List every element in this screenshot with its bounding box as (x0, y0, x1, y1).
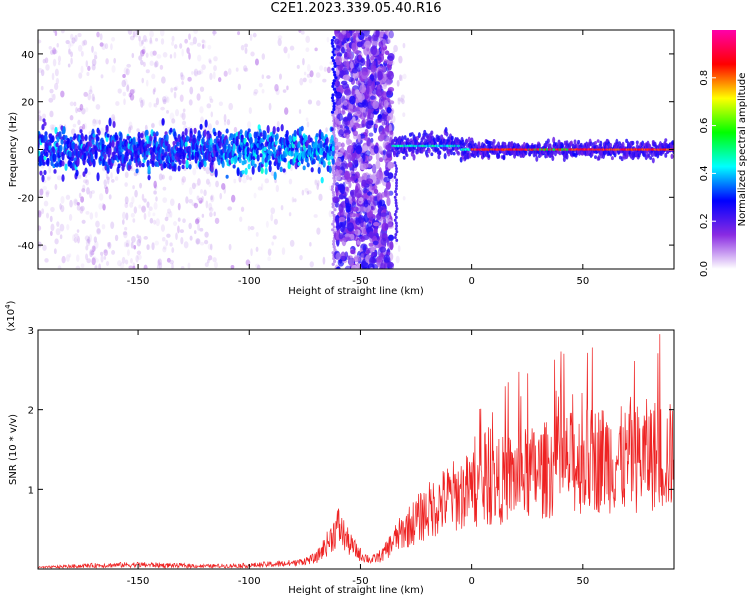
spectrogram-panel: -150 -100 -50 0 50 -40 -20 0 20 40 Height of str… (8, 29, 675, 297)
colorbar-gradient (712, 30, 736, 269)
snr-x-tick-label: 0 (468, 576, 474, 587)
snr-y-tick-label: 1 (28, 485, 34, 496)
colorbar-tick-label: 0.8 (699, 70, 710, 86)
chart-title: C2E1.2023.339.05.40.R16 (270, 1, 442, 16)
spectrogram-heatmap (38, 30, 674, 269)
colorbar-tick-label: 0.0 (699, 261, 710, 277)
spectrogram-y-tick-label: 40 (21, 50, 34, 61)
spectrogram-x-tick-label: -50 (352, 276, 368, 287)
spectrogram-y-tick-label: 0 (28, 146, 34, 157)
colorbar-ticks: 0.0 0.2 0.4 0.6 0.8 (699, 70, 716, 277)
spectrogram-x-axis: -150 -100 -50 0 50 (127, 30, 589, 287)
snr-y-scale-label: (x104) (4, 300, 17, 331)
snr-x-tick-label: 50 (576, 576, 589, 587)
snr-y-label: SNR (10 * v/v) (8, 414, 19, 485)
snr-x-axis: -150 -100 -50 0 50 (127, 330, 589, 587)
spectrogram-x-tick-label: -100 (238, 276, 261, 287)
spectrogram-x-tick-label: -150 (127, 276, 150, 287)
snr-x-tick-label: -100 (238, 576, 261, 587)
snr-y-axis: 1 2 3 (28, 326, 674, 496)
colorbar-tick-label: 0.6 (699, 118, 710, 134)
snr-x-tick-label: -50 (352, 576, 368, 587)
spectrogram-x-tick-label: 0 (468, 276, 474, 287)
snr-frame (37, 329, 675, 570)
colorbar-label: Normalized spectral amplitude (737, 73, 748, 227)
colorbar: 0.0 0.2 0.4 0.6 0.8 Normalized spectral ampl… (699, 30, 748, 277)
spectrogram-y-label: Frequency (Hz) (8, 112, 19, 188)
snr-y-tick-label: 3 (28, 326, 34, 337)
spectrogram-x-tick-label: 50 (576, 276, 589, 287)
colorbar-tick-label: 0.2 (699, 213, 710, 229)
snr-series-line (38, 334, 674, 569)
colorbar-tick-label: 0.4 (699, 165, 710, 181)
snr-panel: -150 -100 -50 0 50 1 2 3 Height of straight li… (4, 300, 675, 596)
spectrogram-y-tick-label: 20 (21, 98, 34, 109)
snr-y-tick-label: 2 (28, 406, 34, 417)
spectrogram-y-tick-label: -40 (18, 241, 34, 252)
snr-x-tick-label: -150 (127, 576, 150, 587)
spectrogram-y-axis: -40 -20 0 20 40 (18, 50, 674, 252)
spectrogram-x-label: Height of straight line (km) (288, 286, 424, 297)
snr-x-label: Height of straight line (km) (288, 585, 424, 596)
spectrogram-y-tick-label: -20 (18, 193, 34, 204)
